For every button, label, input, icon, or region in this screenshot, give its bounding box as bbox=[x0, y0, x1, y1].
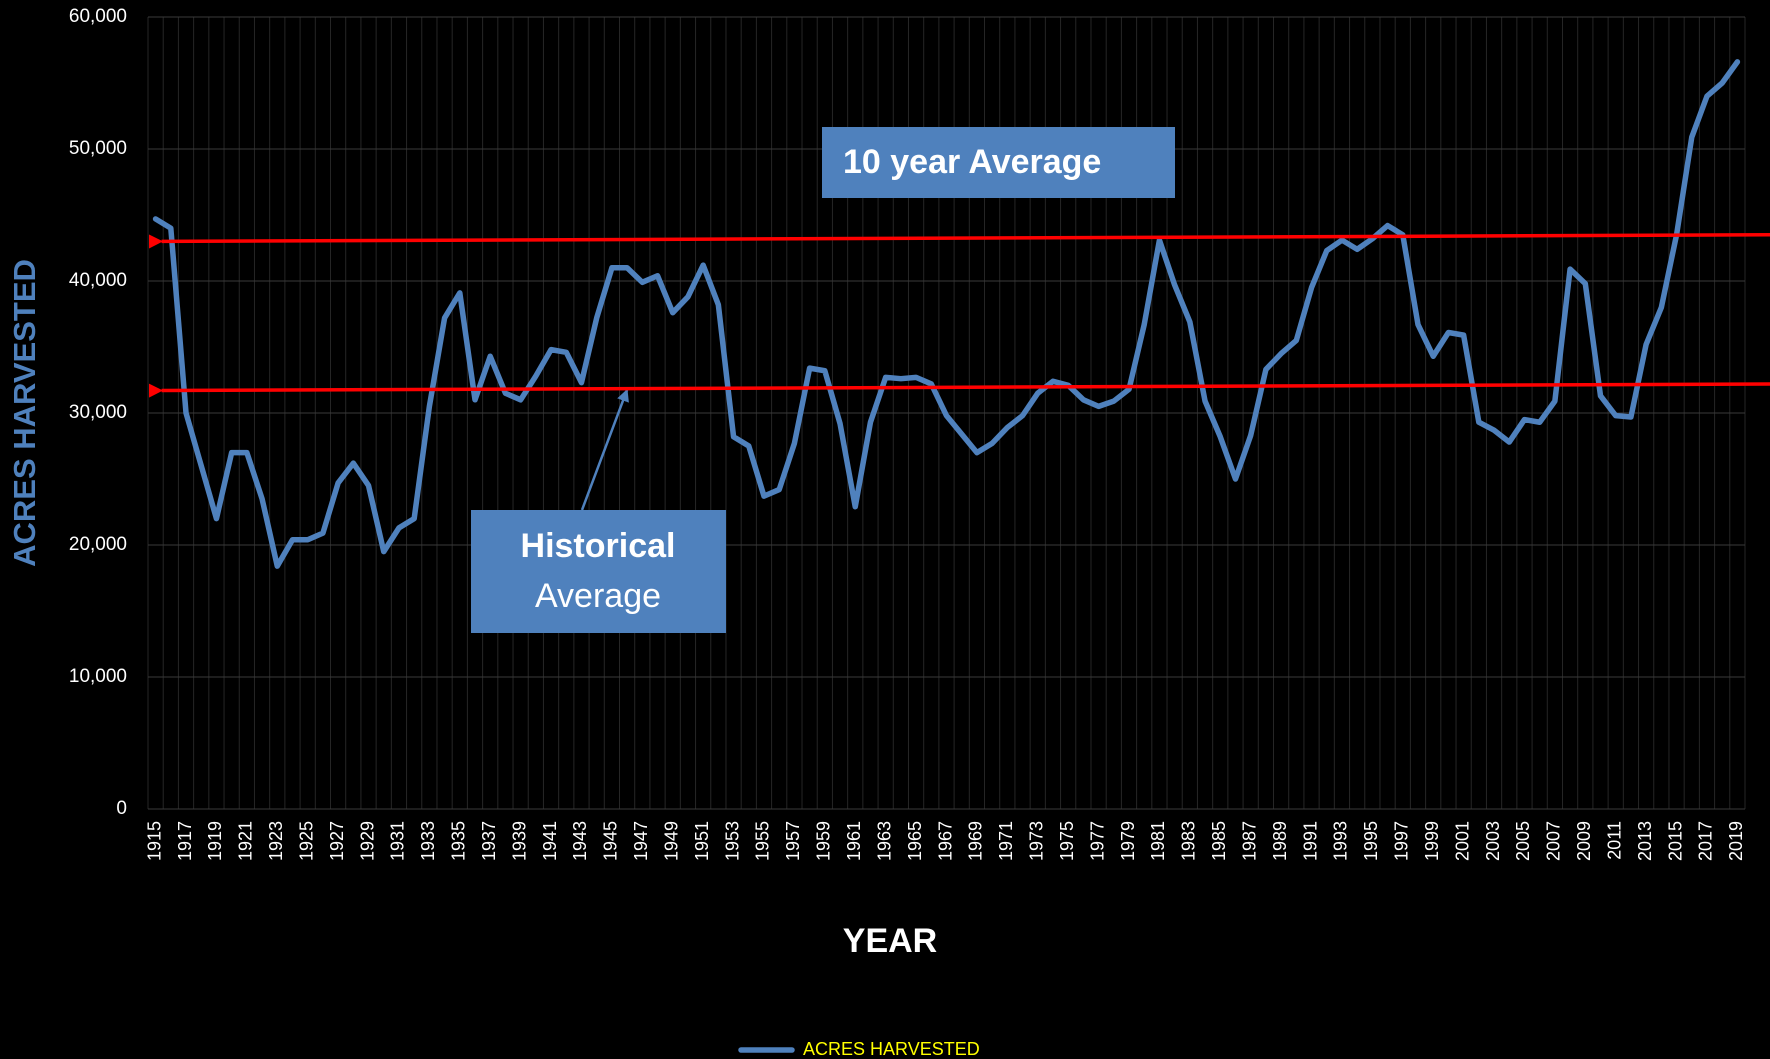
x-tick-label: 2019 bbox=[1726, 821, 1746, 861]
x-tick-label: 1993 bbox=[1331, 821, 1351, 861]
reference-line bbox=[148, 382, 1770, 398]
x-tick-label: 2013 bbox=[1635, 821, 1655, 861]
y-tick-label: 60,000 bbox=[69, 6, 127, 27]
x-tick-label: 1935 bbox=[449, 821, 469, 861]
x-tick-label: 1997 bbox=[1392, 821, 1412, 861]
x-tick-label: 1917 bbox=[175, 821, 195, 861]
annotation-box bbox=[822, 127, 1175, 198]
x-tick-label: 2015 bbox=[1665, 821, 1685, 861]
x-tick-label: 1979 bbox=[1118, 821, 1138, 861]
x-tick-label: 1931 bbox=[388, 821, 408, 861]
x-tick-label: 1955 bbox=[753, 821, 773, 861]
x-tick-label: 1919 bbox=[205, 821, 225, 861]
x-tick-label: 1995 bbox=[1361, 821, 1381, 861]
x-tick-label: 2003 bbox=[1483, 821, 1503, 861]
annotation-box bbox=[471, 510, 726, 633]
x-tick-label: 1975 bbox=[1057, 821, 1077, 861]
x-tick-label: 1981 bbox=[1148, 821, 1168, 861]
annotation-text: Average bbox=[535, 577, 661, 615]
x-tick-label: 1957 bbox=[783, 821, 803, 861]
x-tick-label: 2011 bbox=[1604, 821, 1624, 860]
x-tick-label: 1953 bbox=[722, 821, 742, 861]
x-tick-label: 1933 bbox=[418, 821, 438, 861]
x-tick-label: 1915 bbox=[144, 821, 164, 861]
x-tick-label: 1925 bbox=[296, 821, 316, 861]
x-tick-label: 1959 bbox=[814, 821, 834, 861]
reference-line bbox=[148, 233, 1770, 249]
x-tick-label: 1939 bbox=[509, 821, 529, 861]
x-tick-label: 1927 bbox=[327, 821, 347, 861]
x-tick-label: 2017 bbox=[1696, 821, 1716, 861]
x-tick-label: 2001 bbox=[1452, 821, 1472, 861]
x-tick-label: 1963 bbox=[874, 821, 894, 861]
x-tick-label: 1923 bbox=[266, 821, 286, 861]
y-tick-label: 0 bbox=[116, 798, 127, 819]
x-tick-label: 1999 bbox=[1422, 821, 1442, 861]
x-tick-label: 1973 bbox=[1027, 821, 1047, 861]
x-tick-label: 1949 bbox=[661, 821, 681, 861]
x-tick-label: 1969 bbox=[966, 821, 986, 861]
data-line bbox=[152, 59, 1741, 569]
x-tick-label: 2005 bbox=[1513, 821, 1533, 861]
x-tick-label: 1929 bbox=[357, 821, 377, 861]
x-tick-label: 1967 bbox=[935, 821, 955, 861]
annotation-text: Historical bbox=[521, 527, 676, 565]
x-tick-label: 1989 bbox=[1270, 821, 1290, 861]
x-axis-title: YEAR bbox=[843, 922, 937, 960]
x-tick-label: 1977 bbox=[1087, 821, 1107, 861]
x-tick-label: 1961 bbox=[844, 821, 864, 861]
x-tick-label: 1937 bbox=[479, 821, 499, 861]
x-tick-label: 1943 bbox=[570, 821, 590, 861]
x-tick-label: 1971 bbox=[996, 821, 1016, 861]
x-tick-label: 1945 bbox=[601, 821, 621, 861]
x-tick-label: 1947 bbox=[631, 821, 651, 861]
x-tick-label: 1991 bbox=[1300, 821, 1320, 861]
y-tick-label: 50,000 bbox=[69, 138, 127, 159]
x-tick-label: 1983 bbox=[1179, 821, 1199, 861]
y-tick-label: 40,000 bbox=[69, 270, 127, 291]
y-tick-label: 20,000 bbox=[69, 534, 127, 555]
x-tick-label: 1965 bbox=[905, 821, 925, 861]
legend-label: ACRES HARVESTED bbox=[803, 1039, 980, 1059]
x-tick-label: 2007 bbox=[1544, 821, 1564, 861]
annotation-text: 10 year Average bbox=[843, 143, 1101, 181]
x-tick-label: 2009 bbox=[1574, 821, 1594, 861]
x-tick-label: 1941 bbox=[540, 821, 560, 861]
annotation-arrow bbox=[580, 388, 629, 511]
y-tick-label: 30,000 bbox=[69, 402, 127, 423]
x-tick-label: 1951 bbox=[692, 821, 712, 861]
x-tick-label: 1985 bbox=[1209, 821, 1229, 861]
x-tick-label: 1987 bbox=[1239, 821, 1259, 861]
x-tick-label: 1921 bbox=[236, 821, 256, 861]
y-axis-title: ACRES HARVESTED bbox=[7, 259, 42, 567]
y-tick-label: 10,000 bbox=[69, 666, 127, 687]
